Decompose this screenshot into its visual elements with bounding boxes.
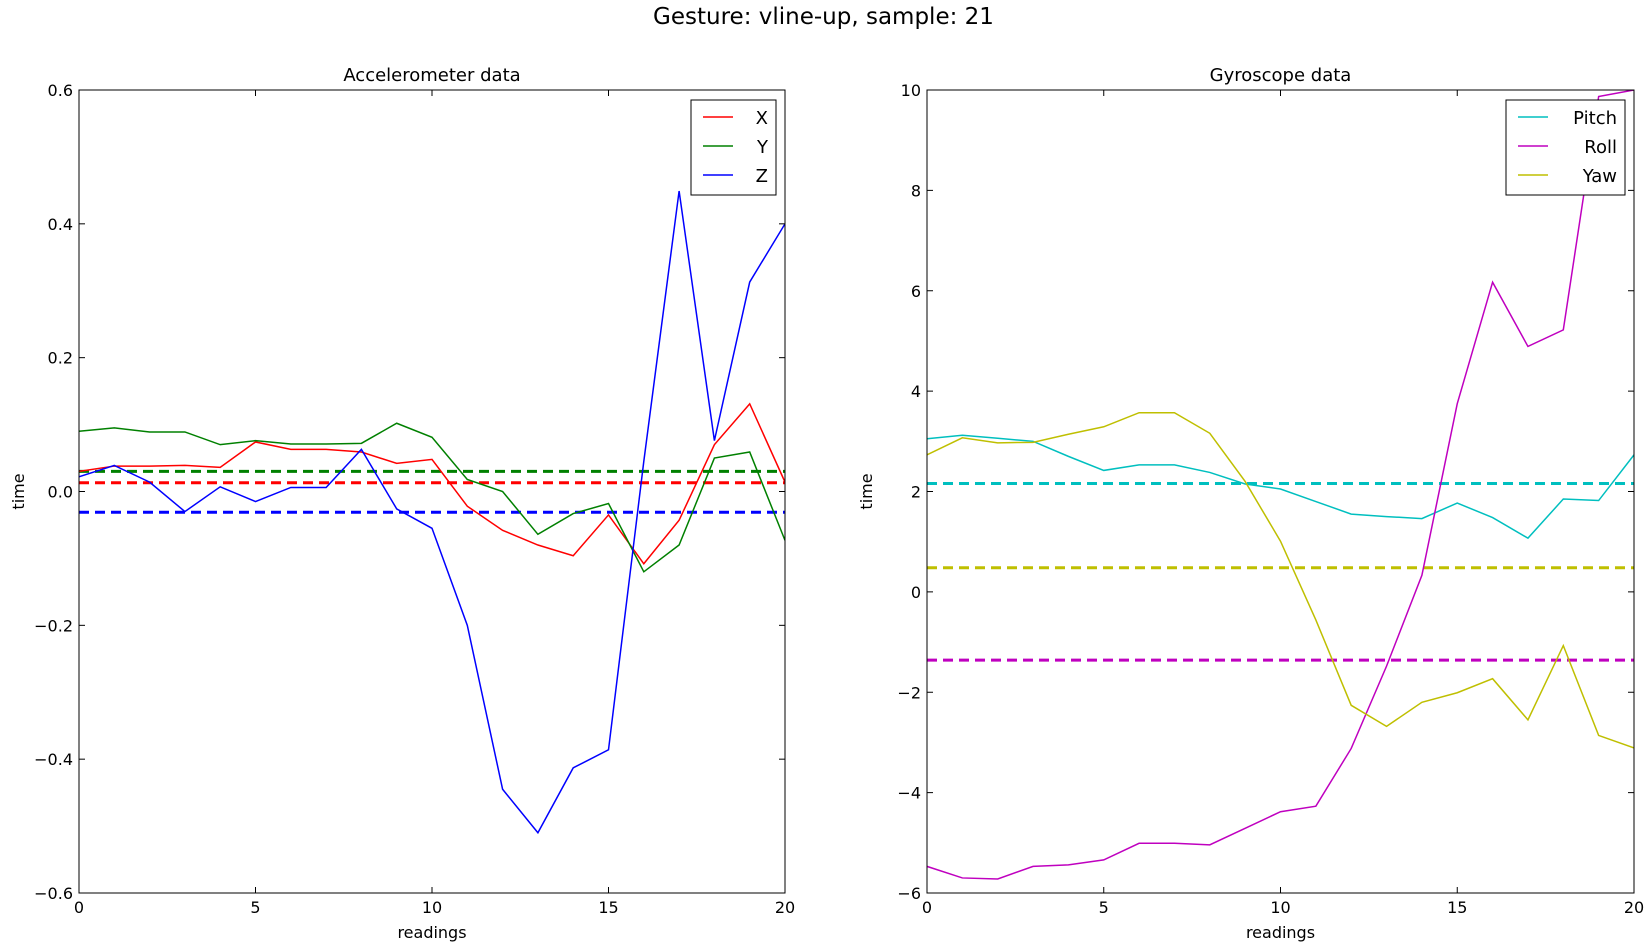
- y-tick-label: 4: [911, 382, 921, 401]
- y-tick-label: −2: [897, 683, 921, 702]
- y-tick-label: 0.0: [48, 483, 73, 502]
- x-tick-label: 0: [922, 898, 932, 917]
- x-tick-label: 15: [1447, 898, 1467, 917]
- y-tick-label: 0: [911, 583, 921, 602]
- legend-label-yaw: Yaw: [1582, 166, 1617, 187]
- series-line-pitch: [927, 434, 1634, 540]
- chart-title: Gyroscope data: [1210, 65, 1352, 86]
- x-tick-label: 20: [1624, 898, 1644, 917]
- chart-0: 0 5 10 15 20 −0.6 −0.4 −0.2 0.0 0.2 0.4 0.6 Accelero…: [9, 65, 795, 942]
- series-line-z: [79, 190, 785, 835]
- plot-frame: [926, 89, 1635, 894]
- series-line-y: [79, 422, 785, 573]
- chart-title: Accelerometer data: [343, 65, 520, 86]
- legend-label-pitch: Pitch: [1573, 108, 1617, 129]
- x-tick-label: 15: [598, 898, 618, 917]
- y-tick-label: −0.4: [34, 750, 73, 769]
- y-tick-label: 0.2: [48, 349, 73, 368]
- legend-box: [1505, 99, 1626, 196]
- y-tick-label: −4: [897, 784, 921, 803]
- legend: XYZ: [690, 99, 777, 196]
- series-line-x: [79, 402, 785, 566]
- x-axis-label: readings: [397, 923, 466, 942]
- x-tick-label: 20: [775, 898, 795, 917]
- y-tick-label: −0.2: [34, 616, 73, 635]
- x-tick-label: 10: [422, 898, 442, 917]
- x-tick-label: 0: [74, 898, 84, 917]
- y-tick-label: 0.4: [48, 215, 73, 234]
- x-tick-label: 5: [250, 898, 260, 917]
- series-line-roll: [927, 90, 1634, 880]
- y-tick-label: −0.6: [34, 884, 73, 903]
- series-line-yaw: [927, 411, 1634, 749]
- y-axis-label: time: [9, 473, 28, 509]
- y-tick-label: 8: [911, 181, 921, 200]
- legend-label-x: X: [756, 108, 768, 129]
- legend: Pitch Roll Yaw: [1505, 99, 1626, 196]
- y-tick-label: 10: [901, 81, 921, 100]
- legend-label-roll: Roll: [1584, 137, 1617, 158]
- y-tick-label: 2: [911, 483, 921, 502]
- x-tick-label: 5: [1099, 898, 1109, 917]
- x-axis-label: readings: [1246, 923, 1315, 942]
- legend-box: [690, 99, 777, 196]
- chart-1: 0 5 10 15 20 −6 −4 −2 0 2 4 6 8 10 Gyroscope data readi…: [857, 65, 1644, 942]
- y-tick-label: −6: [897, 884, 921, 903]
- x-tick-label: 10: [1270, 898, 1290, 917]
- y-tick-label: 0.6: [48, 81, 73, 100]
- y-tick-label: 6: [911, 282, 921, 301]
- legend-label-y: Y: [756, 137, 769, 158]
- figure-suptitle: Gesture: vline-up, sample: 21: [653, 4, 994, 30]
- plot-frame: [78, 89, 786, 894]
- y-axis-label: time: [857, 473, 876, 509]
- legend-label-z: Z: [756, 166, 768, 187]
